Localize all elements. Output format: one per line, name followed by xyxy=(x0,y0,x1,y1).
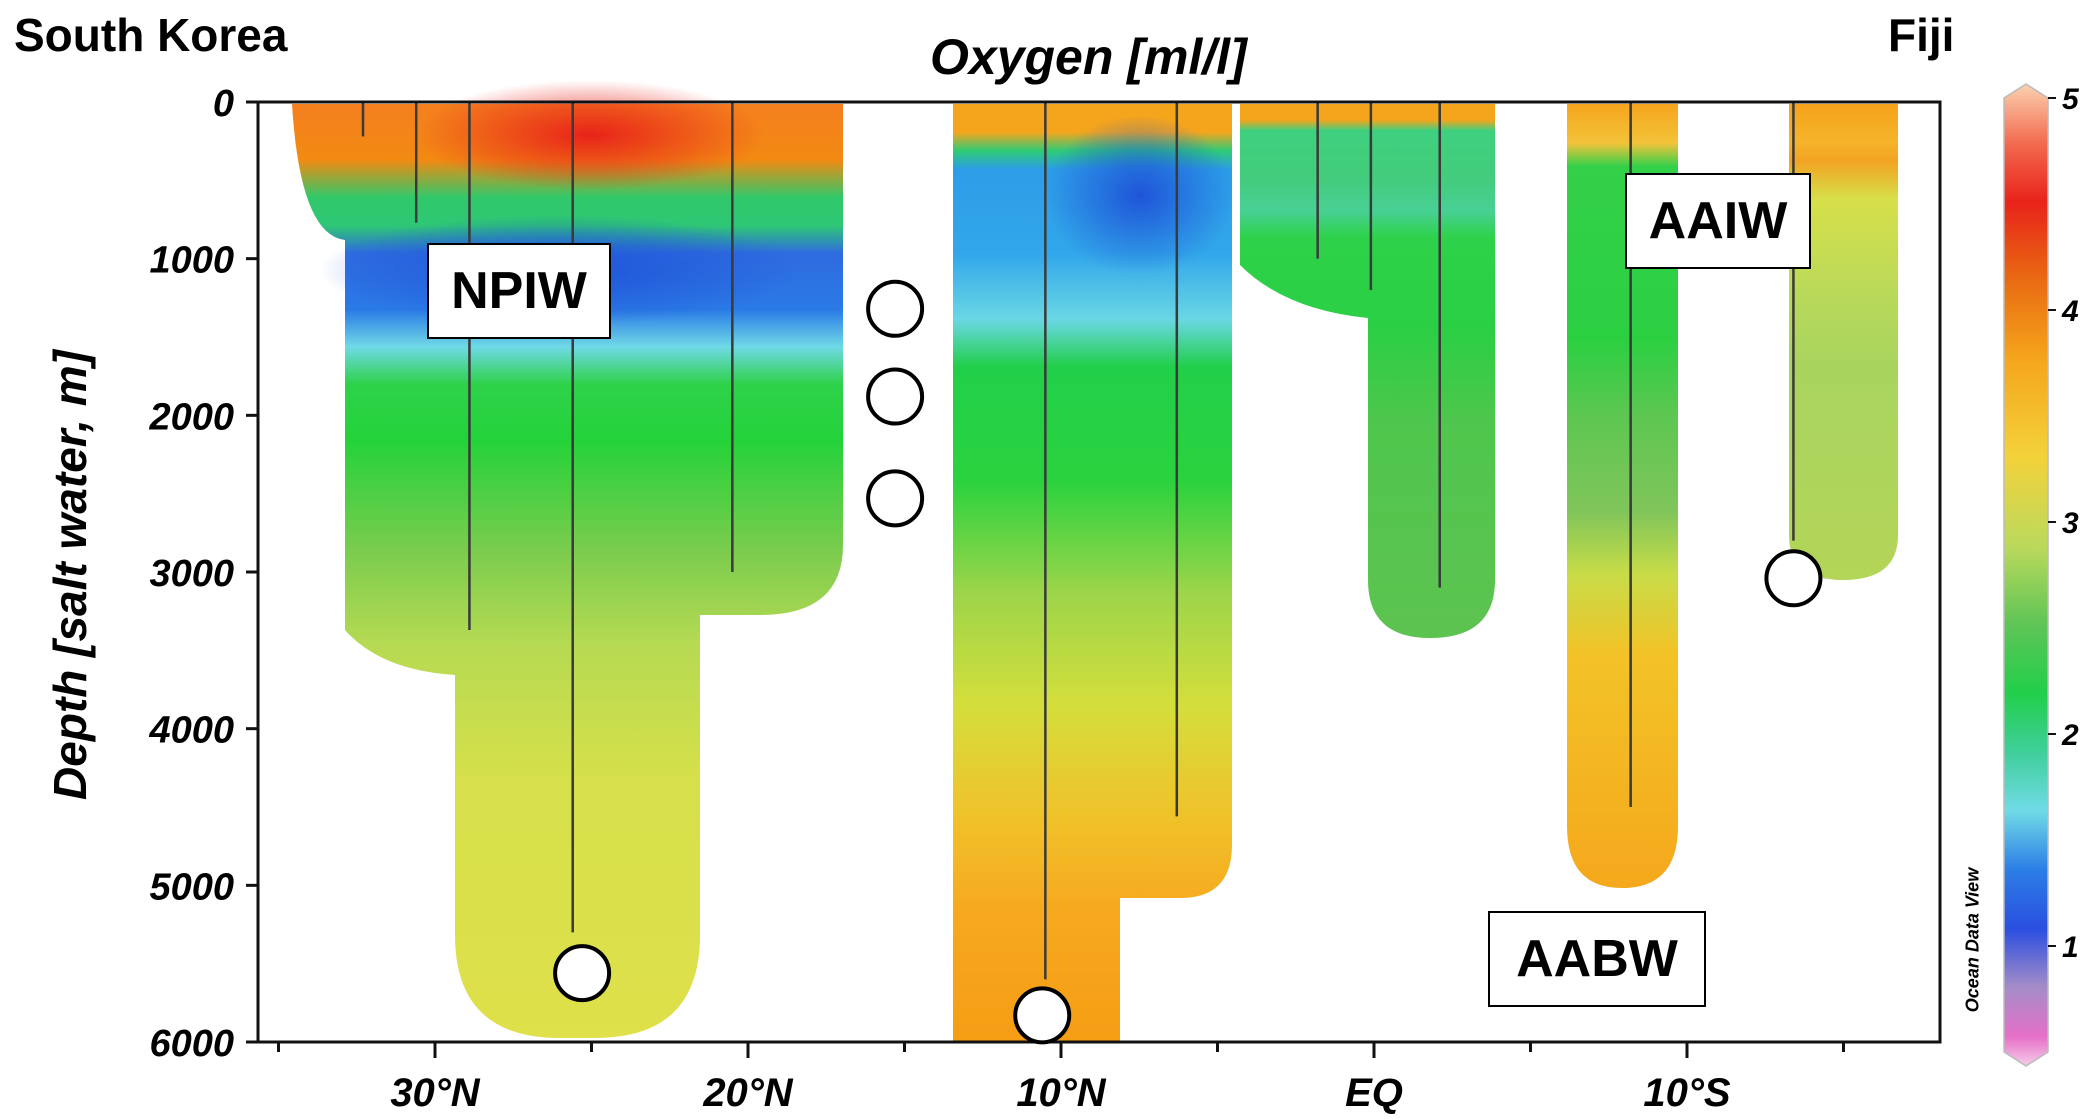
y-tick-label-5000: 5000 xyxy=(149,866,234,908)
colorbar-tick-label-5: 5 xyxy=(2062,83,2080,116)
y-tick-label-1000: 1000 xyxy=(149,240,234,282)
station-lines xyxy=(361,102,1795,980)
y-axis-label: Depth [salt water, m] xyxy=(44,350,96,800)
marker-circle-4 xyxy=(1013,986,1072,1045)
colorbar-tick-label-4: 4 xyxy=(2061,295,2079,328)
x-tick-label-2: 10°N xyxy=(1016,1071,1106,1115)
x-tick-label-0: 30°N xyxy=(390,1071,480,1115)
x-tick-label-3: EQ xyxy=(1345,1071,1403,1115)
x-axis: 30°N 20°N 10°N EQ 10°S xyxy=(277,1042,1845,1115)
right-location-label: Fiji xyxy=(1888,9,1955,61)
left-location-label: South Korea xyxy=(14,9,288,61)
oxygen-section-fill xyxy=(262,80,1898,1042)
y-tick-label-4000: 4000 xyxy=(148,710,234,752)
colorbar-scale xyxy=(2003,83,2049,1067)
y-axis: 0 1000 2000 3000 4000 5000 6000 xyxy=(148,83,258,1065)
water-mass-label-npiw: NPIW xyxy=(427,243,611,339)
y-tick-label-6000: 6000 xyxy=(149,1023,234,1065)
y-tick-label-0: 0 xyxy=(213,83,234,125)
sample-markers xyxy=(553,279,1823,1045)
y-tick-label-3000: 3000 xyxy=(149,553,234,595)
colorbar: 1 2 3 4 5 xyxy=(2003,83,2080,1067)
water-mass-label-aabw: AABW xyxy=(1488,911,1706,1007)
marker-circle-3 xyxy=(866,469,925,528)
colorbar-credit: Ocean Data View xyxy=(1962,867,1983,1013)
marker-circle-0 xyxy=(553,944,612,1003)
colorbar-tick-label-2: 2 xyxy=(2061,719,2079,752)
chart-title: Oxygen [ml/l] xyxy=(930,29,1247,85)
y-tick-label-2000: 2000 xyxy=(148,396,234,438)
marker-circle-5 xyxy=(1764,549,1823,608)
colorbar-tick-label-3: 3 xyxy=(2062,507,2079,540)
marker-circle-1 xyxy=(866,279,925,338)
x-tick-label-1: 20°N xyxy=(702,1071,793,1115)
x-tick-label-4: 10°S xyxy=(1643,1071,1730,1115)
water-mass-label-aaiw: AAIW xyxy=(1625,173,1811,269)
colorbar-tick-label-1: 1 xyxy=(2062,931,2079,964)
marker-circle-2 xyxy=(866,367,925,426)
